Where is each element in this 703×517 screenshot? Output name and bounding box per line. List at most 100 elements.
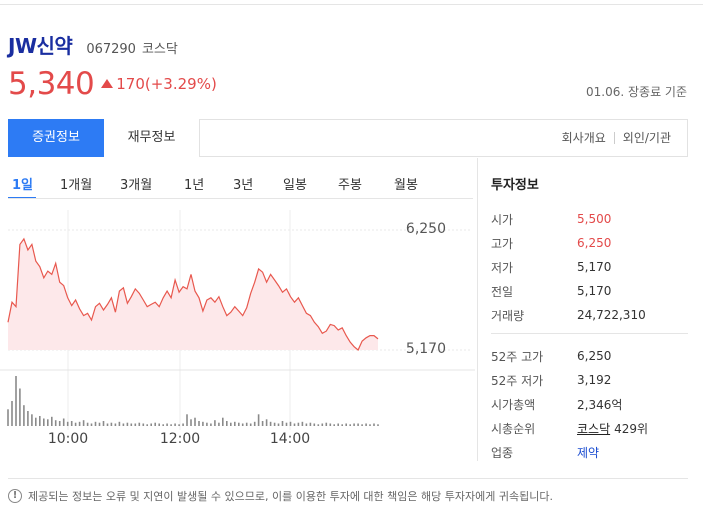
period-tab-monthly[interactable]: 월봉 <box>394 178 418 193</box>
info-label: 시가 <box>491 212 514 227</box>
volume-bar <box>281 421 284 426</box>
stock-market: 코스닥 <box>141 42 178 57</box>
period-tab-1m[interactable]: 1개월 <box>60 178 93 193</box>
rank-market-link[interactable]: 코스닥 <box>577 421 611 436</box>
volume-bar <box>305 423 308 426</box>
info-value: 3,192 <box>577 373 612 387</box>
volume-bar <box>269 421 272 426</box>
stock-code: 067290 <box>86 42 136 57</box>
info-value: 5,500 <box>577 212 612 226</box>
volume-bar <box>62 418 65 426</box>
investment-info-title: 투자정보 <box>491 178 539 193</box>
volume-bar <box>146 424 148 426</box>
info-row: 거래량 24,722,310 <box>491 303 688 327</box>
period-tab-3m[interactable]: 3개월 <box>120 178 153 193</box>
volume-bar <box>325 422 328 426</box>
volume-bar <box>333 424 335 426</box>
stock-name[interactable]: JW신약 <box>8 34 73 58</box>
volume-bar <box>166 423 168 426</box>
intraday-price-chart[interactable]: 6,250 5,170 10:00 12:00 14:00 <box>0 200 475 460</box>
foreign-institution-link[interactable]: 외인/기관 <box>622 131 671 145</box>
volume-bar <box>329 423 332 426</box>
volume-bar <box>130 423 133 426</box>
volume-bar <box>194 417 196 426</box>
volume-bar <box>178 424 180 426</box>
section-divider <box>477 158 478 461</box>
volume-bar <box>70 421 73 426</box>
volume-bar <box>106 423 109 426</box>
volume-bar <box>253 421 256 426</box>
volume-bar <box>369 424 371 426</box>
volume-bar <box>321 423 324 426</box>
volume-bar <box>90 423 93 426</box>
volume-bar <box>15 376 17 426</box>
link-separator <box>613 132 615 144</box>
info-row: 시가 5,500 <box>491 207 688 231</box>
volume-bar <box>238 422 240 426</box>
volume-bar <box>150 423 152 426</box>
volume-bar <box>82 420 85 426</box>
volume-bar <box>293 423 296 426</box>
volume-bar <box>114 423 117 426</box>
volume-bar <box>301 421 304 426</box>
volume-bar <box>35 417 37 426</box>
tabs-row: 증권정보 재무정보 회사개요 외인/기관 <box>8 119 688 157</box>
period-tab-daily[interactable]: 일봉 <box>283 178 307 193</box>
tab-financial-info[interactable]: 재무정보 <box>104 119 200 157</box>
volume-bar <box>162 424 164 426</box>
disclaimer: ! 제공되는 정보는 오류 및 지연이 발생될 수 있으므로, 이를 이용한 투… <box>8 488 553 504</box>
right-links: 회사개요 외인/기관 <box>562 120 671 156</box>
volume-bar <box>11 401 13 426</box>
period-tab-weekly[interactable]: 주봉 <box>338 178 362 193</box>
volume-bar <box>257 414 260 426</box>
volume-bar <box>198 421 200 426</box>
info-row: 52주 고가 6,250 <box>491 344 688 368</box>
volume-bar <box>261 421 264 426</box>
volume-bar <box>27 411 29 426</box>
volume-bar <box>170 424 172 426</box>
info-row-market-rank: 시총순위 코스닥 429위 <box>491 416 688 440</box>
period-tab-3y[interactable]: 3년 <box>233 178 254 193</box>
price-row: 5,340 170(+3.29%) <box>8 66 217 102</box>
volume-bar <box>353 423 355 426</box>
volume-bar <box>94 421 97 426</box>
volume-bar <box>138 422 141 426</box>
volume-bar <box>265 419 268 426</box>
volume-bar <box>23 405 25 426</box>
info-label: 거래량 <box>491 308 525 323</box>
info-value: 6,250 <box>577 349 612 363</box>
warning-icon: ! <box>8 489 22 503</box>
info-label: 전일 <box>491 284 514 299</box>
volume-bar <box>234 421 236 426</box>
y-label-high: 6,250 <box>406 221 446 237</box>
info-label: 시가총액 <box>491 397 536 412</box>
volume-bar <box>345 423 347 426</box>
top-border <box>0 4 703 5</box>
volume-bar <box>31 414 33 426</box>
volume-bar <box>297 422 300 426</box>
info-value: 5,170 <box>577 260 612 274</box>
volume-bar <box>47 419 49 426</box>
volume-bar <box>210 423 212 426</box>
volume-bar <box>361 424 363 426</box>
sector-link[interactable]: 제약 <box>577 445 600 460</box>
volume-bar <box>74 422 77 426</box>
company-overview-link[interactable]: 회사개요 <box>561 131 606 145</box>
volume-bar <box>230 422 232 426</box>
volume-bar <box>86 422 89 426</box>
volume-bar <box>186 414 188 426</box>
tab-securities-info[interactable]: 증권정보 <box>8 119 104 157</box>
volume-bar <box>365 423 367 426</box>
volume-bar <box>218 422 220 426</box>
volume-bar <box>377 424 379 426</box>
info-divider <box>491 333 688 334</box>
volume-bar <box>206 422 208 426</box>
info-label: 52주 저가 <box>491 373 544 388</box>
volume-bar <box>226 421 228 426</box>
info-row: 저가 5,170 <box>491 255 688 279</box>
volume-bar <box>341 424 343 426</box>
period-tab-1d[interactable]: 1일 <box>12 178 34 193</box>
period-tab-1y[interactable]: 1년 <box>184 178 205 193</box>
info-value: 2,346억 <box>577 397 623 412</box>
y-label-low: 5,170 <box>406 341 446 357</box>
